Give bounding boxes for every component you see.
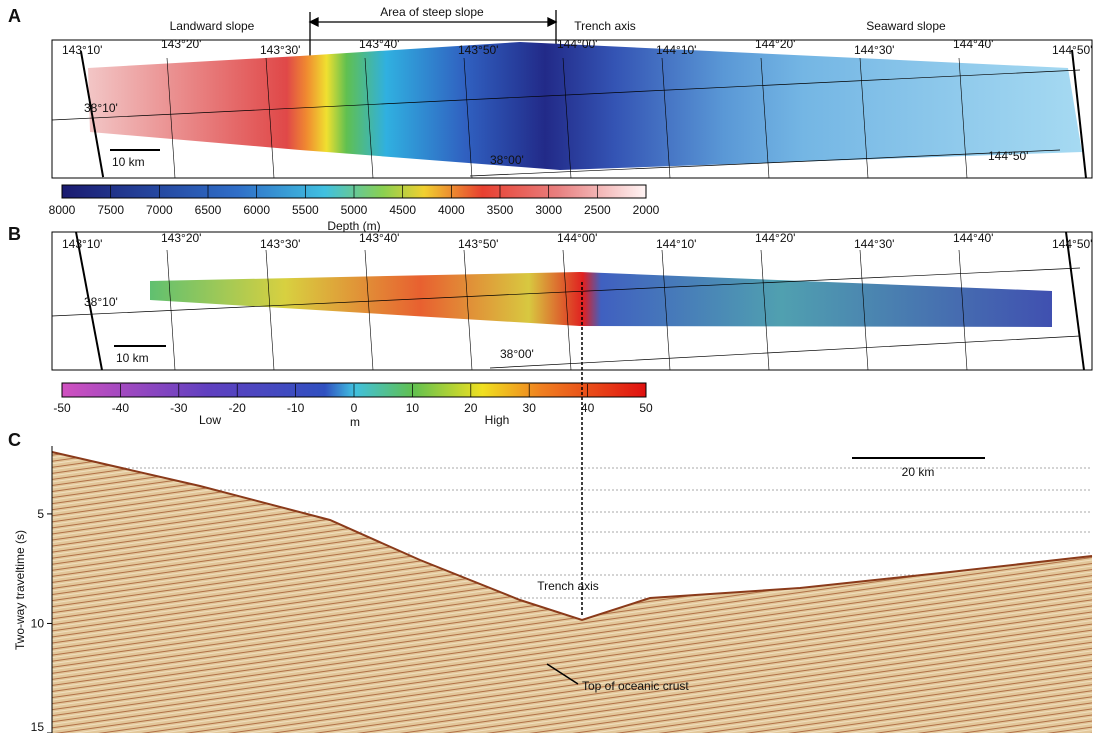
colorbar-low: Low	[199, 413, 221, 427]
colorbar-tick-label: 30	[523, 401, 537, 415]
panel-label: A	[8, 6, 21, 26]
colorbar-tick-label: 8000	[49, 203, 76, 217]
annotation: Seaward slope	[866, 19, 946, 33]
colorbar-high: High	[485, 413, 510, 427]
annotation: Landward slope	[170, 19, 255, 33]
scale-label: 20 km	[902, 465, 935, 479]
bathymetry-swath	[88, 42, 1082, 170]
lon-label: 143°20'	[161, 231, 201, 245]
colorbar-tick-label: -20	[229, 401, 247, 415]
y-tick-label: 5	[37, 507, 44, 521]
colorbar-tick-label: 20	[464, 401, 478, 415]
colorbar-tick-label: 0	[351, 401, 358, 415]
lon-label: 144°00'	[557, 231, 597, 245]
y-tick-label: 10	[31, 616, 45, 630]
colorbar-tick-label: 3500	[487, 203, 514, 217]
colorbar-title: m	[350, 415, 360, 429]
colorbar-tick-label: 40	[581, 401, 595, 415]
lon-label: 143°30'	[260, 43, 300, 57]
scale-label: 10 km	[112, 155, 145, 169]
lon-label: 144°30'	[854, 237, 894, 251]
lon-label: 144°40'	[953, 37, 993, 51]
lat-label: 38°10'	[84, 101, 118, 115]
annotation: Top of oceanic crust	[582, 679, 689, 693]
lon-label: 144°20'	[755, 231, 795, 245]
lon-label: 144°50'	[1052, 237, 1092, 251]
figure: A Landward slope Area of steep slope Tre…	[0, 0, 1099, 733]
lon-label: 144°10'	[656, 237, 696, 251]
meridian	[266, 250, 274, 370]
lon-label: 144°40'	[953, 231, 993, 245]
y-axis-label: Two-way traveltime (s)	[13, 530, 27, 650]
lat-label: 38°10'	[84, 295, 118, 309]
lon-label: 143°10'	[62, 43, 102, 57]
annotation: Trench axis	[574, 19, 636, 33]
lon-label: 144°50'	[1052, 43, 1092, 57]
annotation: Trench axis	[537, 579, 599, 593]
colorbar-tick-label: 10	[406, 401, 420, 415]
colorbar-tick-label: -50	[53, 401, 71, 415]
colorbar-tick-label: 2000	[633, 203, 660, 217]
lon-label: 143°40'	[359, 231, 399, 245]
lon-label: 144°20'	[755, 37, 795, 51]
colorbar-tick-label: 7500	[97, 203, 124, 217]
panel-label: C	[8, 430, 21, 450]
colorbar-tick-label: 3000	[535, 203, 562, 217]
colorbar-tick-label: 5500	[292, 203, 319, 217]
colorbar-tick-label: -30	[170, 401, 188, 415]
colorbar-tick-label: 2500	[584, 203, 611, 217]
lon-label: 143°20'	[161, 37, 201, 51]
lat-label: 144°50'	[988, 149, 1028, 163]
y-tick-label: 15	[31, 720, 45, 733]
scale-label: 10 km	[116, 351, 149, 365]
colorbar-tick-label: 7000	[146, 203, 173, 217]
lon-label: 144°00'	[557, 37, 597, 51]
colorbar-tick-label: 5000	[341, 203, 368, 217]
colorbar-tick-label: 50	[639, 401, 653, 415]
lon-label: 144°30'	[854, 43, 894, 57]
colorbar-tick-label: -10	[287, 401, 305, 415]
lon-label: 143°30'	[260, 237, 300, 251]
colorbar-tick-label: 6500	[195, 203, 222, 217]
lat-label: 38°00'	[490, 153, 524, 167]
lon-label: 143°40'	[359, 37, 399, 51]
colorbar-tick-label: 4000	[438, 203, 465, 217]
lon-label: 143°50'	[458, 237, 498, 251]
colorbar-tick-label: 4500	[389, 203, 416, 217]
colorbar-tick-label: -40	[112, 401, 130, 415]
lat-label: 38°00'	[500, 347, 534, 361]
annotation: Area of steep slope	[380, 5, 484, 19]
lon-label: 143°50'	[458, 43, 498, 57]
colorbar-tick-label: 6000	[243, 203, 270, 217]
lon-label: 144°10'	[656, 43, 696, 57]
residual-swath	[150, 272, 1052, 327]
lon-label: 143°10'	[62, 237, 102, 251]
panel-label: B	[8, 224, 21, 244]
